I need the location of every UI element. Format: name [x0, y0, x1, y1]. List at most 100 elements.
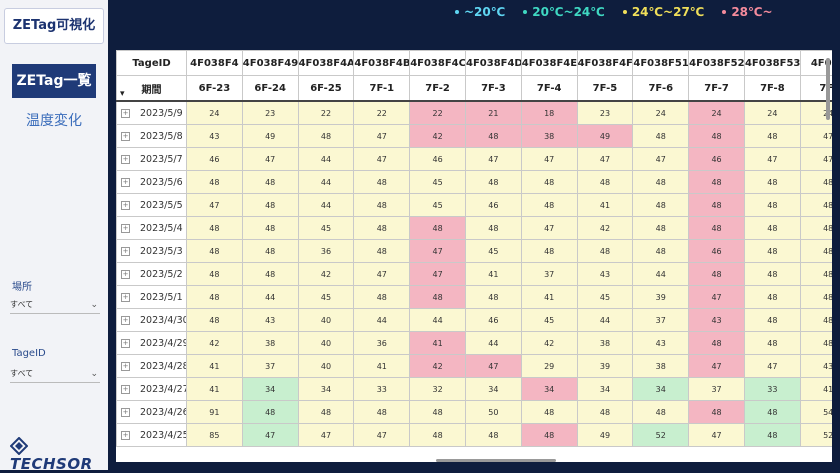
temp-cell: 34 [520, 377, 578, 401]
temp-cell: 43 [688, 308, 745, 332]
date-cell: +2023/4/25 [116, 423, 187, 447]
table-row: +2023/5/7464744474647474747464747 [116, 147, 832, 171]
temp-cell: 49 [241, 124, 299, 148]
temp-cell: 48 [409, 216, 466, 240]
table-row: +2023/5/4484845484848474248484848 [116, 216, 832, 240]
temp-cell: 48 [799, 216, 832, 240]
temp-cell: 43 [799, 354, 832, 378]
expand-icon[interactable]: + [121, 200, 130, 210]
temp-cell: 47 [241, 423, 299, 447]
temp-cell: 48 [241, 193, 299, 217]
header-cell: 4F038F4C [409, 50, 466, 76]
header-cell: 6F-24 [241, 75, 299, 102]
date-text: 2023/4/25 [140, 429, 187, 441]
expand-icon[interactable]: + [121, 269, 130, 279]
temp-cell: 48 [743, 216, 801, 240]
expand-icon[interactable]: + [121, 361, 130, 371]
temp-cell: 48 [520, 193, 578, 217]
temp-cell: 47 [464, 354, 522, 378]
date-cell: +2023/4/27 [116, 377, 187, 401]
temp-cell: 47 [297, 423, 355, 447]
temp-cell: 43 [576, 262, 634, 286]
temp-cell: 48 [743, 124, 801, 148]
temp-cell: 46 [464, 193, 522, 217]
temp-cell: 48 [186, 216, 243, 240]
header-cell: 4F038F51 [632, 50, 690, 76]
temp-cell: 40 [297, 331, 355, 355]
expand-icon[interactable]: + [121, 384, 130, 394]
temp-cell: 46 [464, 308, 522, 332]
legend-item: 28℃~ [722, 0, 773, 24]
temp-cell: 48 [688, 124, 745, 148]
table: TageID 4F038F4 4F038F49 4F038F4A 4F038F4B 4F0… [116, 50, 832, 447]
expand-icon[interactable]: + [121, 338, 130, 348]
temp-cell: 44 [576, 308, 634, 332]
temp-cell: 48 [241, 170, 299, 194]
expand-icon[interactable]: + [121, 292, 130, 302]
temp-cell: 46 [688, 147, 745, 171]
date-cell: +2023/5/8 [116, 124, 187, 148]
temp-cell: 48 [688, 193, 745, 217]
temp-cell: 47 [353, 124, 411, 148]
sort-icon[interactable]: ▾ [120, 89, 125, 99]
expand-icon[interactable]: + [121, 246, 130, 256]
temp-cell: 44 [241, 285, 299, 309]
expand-icon[interactable]: + [121, 430, 130, 440]
temp-cell: 34 [297, 377, 355, 401]
date-cell: +2023/5/3 [116, 239, 187, 263]
header-cell: 6F-23 [186, 75, 243, 102]
expand-icon[interactable]: + [121, 131, 130, 141]
temp-cell: 42 [409, 124, 466, 148]
temp-cell: 41 [353, 354, 411, 378]
header-cell: 4F038F4F [576, 50, 634, 76]
temp-cell: 44 [409, 308, 466, 332]
temp-cell: 47 [743, 147, 801, 171]
temp-cell: 85 [186, 423, 243, 447]
legend-dot [622, 10, 627, 14]
header-cell: 7F-3 [464, 75, 522, 102]
temp-cell: 47 [799, 124, 832, 148]
expand-icon[interactable]: + [121, 108, 130, 118]
temp-cell: 48 [464, 285, 522, 309]
legend-text: 28℃~ [731, 5, 773, 19]
temp-cell: 41 [576, 193, 634, 217]
temp-cell: 47 [464, 147, 522, 171]
temp-cell: 48 [632, 239, 690, 263]
temp-cell: 50 [464, 400, 522, 424]
nav-button[interactable]: ZETag一覧 [12, 64, 96, 98]
temp-cell: 42 [409, 354, 466, 378]
temp-cell: 46 [688, 239, 745, 263]
temp-cell: 22 [409, 100, 466, 125]
date-cell: +2023/4/28 [116, 354, 187, 378]
nav-button[interactable]: 温度変化 [26, 113, 82, 129]
expand-icon[interactable]: + [121, 177, 130, 187]
header-text: 期間 [141, 84, 162, 96]
temp-cell: 48 [799, 308, 832, 332]
legend-text: ~20℃ [464, 5, 506, 19]
temp-cell: 34 [241, 377, 299, 401]
temp-cell: 42 [297, 262, 355, 286]
expand-icon[interactable]: + [121, 315, 130, 325]
scrollbar[interactable] [436, 459, 556, 462]
expand-icon[interactable]: + [121, 223, 130, 233]
temp-cell: 48 [186, 262, 243, 286]
temp-cell: 38 [576, 331, 634, 355]
legend-dot [722, 10, 727, 14]
temp-cell: 48 [799, 239, 832, 263]
temp-cell: 48 [241, 262, 299, 286]
header-row: 期間 ▾ 6F-23 6F-24 6F-25 7F-1 7F-2 7F-3 7F-4 7F-5 7F… [116, 75, 832, 102]
temp-cell: 48 [576, 400, 634, 424]
temp-cell: 45 [520, 308, 578, 332]
header-cell: 4F038F4 [186, 50, 243, 76]
expand-icon[interactable]: + [121, 154, 130, 164]
filter-dropdown[interactable]: すべて ⌄ [10, 297, 100, 314]
expand-icon[interactable]: + [121, 407, 130, 417]
temp-cell: 48 [743, 308, 801, 332]
temp-cell: 48 [520, 170, 578, 194]
scrollbar[interactable] [826, 58, 830, 120]
temp-cell: 34 [576, 377, 634, 401]
temp-cell: 48 [743, 331, 801, 355]
temp-cell: 48 [799, 170, 832, 194]
filter-dropdown[interactable]: すべて ⌄ [10, 366, 100, 383]
temp-cell: 33 [353, 377, 411, 401]
